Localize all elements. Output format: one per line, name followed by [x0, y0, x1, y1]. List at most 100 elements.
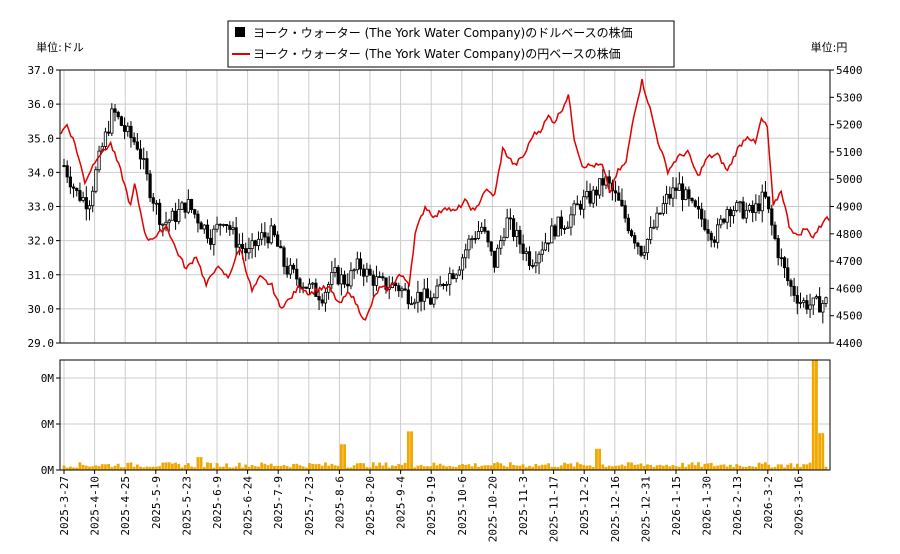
- usd-price-candle: [715, 224, 720, 243]
- usd-price-candle: [607, 176, 611, 184]
- volume-bar: [132, 466, 136, 470]
- volume-bar: [728, 464, 732, 470]
- volume-panel-frame: [59, 359, 831, 471]
- x-tick-label: 2025-9-19: [425, 476, 438, 536]
- usd-price-candle: [228, 225, 232, 230]
- volume-bar: [489, 465, 493, 470]
- x-tick-label: 2025-7-23: [303, 476, 316, 536]
- volume-bar: [215, 463, 219, 470]
- volume-bar: [413, 467, 417, 470]
- volume-bar: [247, 466, 251, 470]
- volume-bar: [799, 467, 802, 470]
- usd-price-candle: [652, 226, 656, 229]
- volume-tick-label: 0M: [41, 464, 55, 477]
- volume-bar: [588, 465, 592, 470]
- usd-price-candle: [409, 303, 414, 306]
- usd-price-candle: [712, 239, 717, 243]
- volume-bar: [716, 465, 719, 470]
- usd-price-candle: [467, 238, 471, 251]
- volume-bar: [735, 464, 739, 470]
- usd-price-candle: [177, 208, 181, 222]
- usd-price-candle: [250, 240, 254, 249]
- volume-bar: [78, 462, 82, 470]
- usd-price-candle: [757, 203, 761, 212]
- usd-price-candle: [562, 228, 567, 230]
- volume-bar: [371, 462, 375, 470]
- left-tick-label: 32.0: [28, 235, 55, 248]
- volume-bar: [327, 465, 331, 470]
- usd-price-candle: [649, 227, 653, 240]
- volume-axis-ticks: 0M 0M 0M: [41, 372, 60, 477]
- usd-price-candle: [693, 200, 697, 207]
- usd-price-candle: [429, 297, 433, 305]
- volume-bar: [499, 463, 503, 470]
- right-tick-label: 4600: [836, 282, 863, 295]
- usd-price-candle: [260, 232, 264, 240]
- volume-bar: [789, 463, 793, 470]
- usd-price-candle: [629, 230, 634, 236]
- usd-price-candle: [677, 183, 681, 191]
- usd-price-candle: [502, 236, 506, 242]
- volume-bar: [534, 464, 538, 470]
- usd-price-candle: [91, 190, 95, 207]
- usd-price-candle: [690, 198, 694, 202]
- usd-price-candle: [585, 190, 589, 198]
- volume-bar: [333, 465, 337, 470]
- volume-bar: [767, 464, 771, 470]
- usd-price-candle: [78, 190, 82, 201]
- volume-bar: [202, 467, 206, 470]
- volume-bar: [559, 465, 563, 470]
- x-tick-label: 2025-9-4: [395, 476, 408, 529]
- x-tick-label: 2025-6-24: [242, 476, 255, 536]
- volume-bar: [330, 463, 334, 470]
- volume-bar: [776, 464, 780, 470]
- volume-bar: [623, 465, 627, 470]
- usd-price-candle: [158, 202, 162, 225]
- volume-bar: [773, 466, 777, 470]
- usd-price-candle: [760, 191, 764, 212]
- usd-price-candle: [170, 210, 175, 221]
- usd-price-candle: [368, 268, 372, 276]
- volume-bar: [779, 464, 783, 470]
- usd-price-candle: [476, 231, 481, 239]
- volume-bar: [196, 457, 200, 470]
- usd-price-candle: [416, 291, 420, 303]
- volume-bar: [381, 465, 385, 470]
- volume-bar: [139, 466, 142, 470]
- x-tick-label: 2025-3-27: [58, 476, 71, 536]
- usd-price-candle: [346, 283, 350, 287]
- volume-bar: [741, 466, 745, 470]
- x-tick-label: 2025-12-31: [639, 476, 652, 542]
- right-tick-label: 5000: [836, 173, 863, 186]
- volume-bar: [403, 462, 407, 470]
- volume-bar: [693, 465, 697, 470]
- volume-bar: [304, 467, 308, 470]
- volume-bar: [269, 463, 273, 470]
- volume-bar: [241, 467, 244, 470]
- volume-bar: [339, 444, 343, 470]
- usd-price-candle: [531, 265, 535, 267]
- volume-bar: [336, 465, 340, 470]
- usd-price-candle: [719, 218, 723, 226]
- volume-bar: [626, 462, 630, 470]
- usd-price-candle: [419, 291, 423, 302]
- volume-bar: [65, 467, 69, 470]
- volume-bar: [795, 463, 799, 470]
- volume-bar: [68, 466, 72, 470]
- volume-bar: [155, 466, 158, 470]
- usd-price-candle: [339, 274, 343, 285]
- x-tick-label: 2025-12-2: [578, 476, 591, 536]
- usd-price-candle: [728, 209, 732, 217]
- volume-bar: [314, 464, 318, 470]
- x-tick-label: 2026-1-30: [701, 476, 714, 536]
- volume-bar: [426, 466, 429, 470]
- usd-price-candle: [400, 288, 404, 292]
- usd-price-candle: [358, 258, 363, 270]
- volume-bar: [378, 462, 382, 470]
- x-tick-label: 2025-5-9: [150, 476, 163, 529]
- usd-price-candle: [183, 202, 187, 213]
- volume-bar: [821, 433, 825, 470]
- usd-price-candle: [84, 197, 88, 210]
- volume-bar: [193, 467, 197, 470]
